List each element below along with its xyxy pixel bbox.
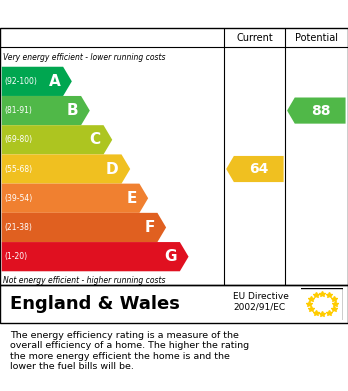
Text: (55-68): (55-68) — [4, 165, 32, 174]
Text: (92-100): (92-100) — [4, 77, 37, 86]
Polygon shape — [226, 156, 284, 182]
Text: A: A — [49, 74, 60, 89]
Text: Energy Efficiency Rating: Energy Efficiency Rating — [10, 7, 220, 22]
Polygon shape — [2, 154, 130, 184]
Text: E: E — [126, 191, 137, 206]
Polygon shape — [2, 213, 166, 242]
Text: (81-91): (81-91) — [4, 106, 32, 115]
Text: 64: 64 — [250, 162, 269, 176]
Polygon shape — [2, 242, 189, 271]
Text: (69-80): (69-80) — [4, 135, 32, 144]
Text: The energy efficiency rating is a measure of the
overall efficiency of a home. T: The energy efficiency rating is a measur… — [10, 331, 250, 371]
Text: 88: 88 — [311, 104, 330, 118]
Text: G: G — [165, 249, 177, 264]
Polygon shape — [287, 97, 346, 124]
Text: C: C — [90, 132, 101, 147]
Text: (39-54): (39-54) — [4, 194, 32, 203]
Polygon shape — [2, 184, 148, 213]
Polygon shape — [2, 125, 112, 154]
Text: Not energy efficient - higher running costs: Not energy efficient - higher running co… — [3, 276, 166, 285]
Text: Current: Current — [237, 33, 273, 43]
Text: England & Wales: England & Wales — [10, 295, 180, 313]
Polygon shape — [2, 96, 90, 125]
Polygon shape — [2, 67, 72, 96]
Text: Potential: Potential — [295, 33, 338, 43]
Text: (1-20): (1-20) — [4, 252, 27, 261]
Text: Very energy efficient - lower running costs: Very energy efficient - lower running co… — [3, 53, 166, 62]
Text: (21-38): (21-38) — [4, 223, 32, 232]
Text: D: D — [106, 161, 119, 176]
Text: B: B — [67, 103, 78, 118]
Text: EU Directive
2002/91/EC: EU Directive 2002/91/EC — [233, 292, 289, 312]
Text: F: F — [144, 220, 155, 235]
